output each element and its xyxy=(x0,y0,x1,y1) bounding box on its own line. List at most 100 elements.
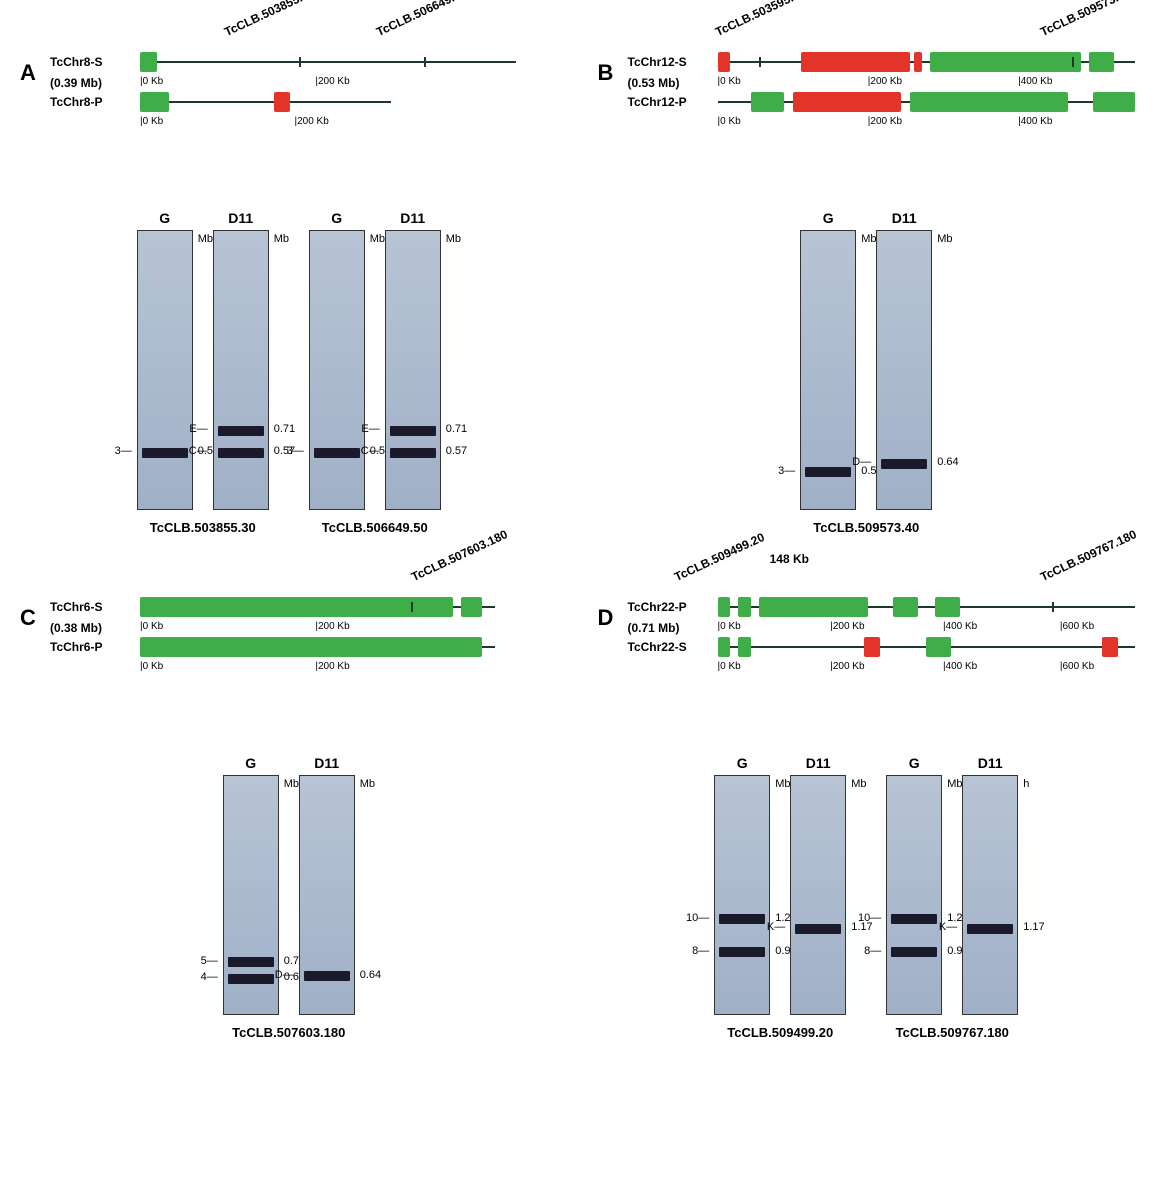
kb-label: |400 Kb xyxy=(943,661,977,672)
blot-pair: G Mb 3— 0.59 D11 Mb xyxy=(309,210,441,510)
kb-label: |0 Kb xyxy=(140,661,163,672)
chr-segment xyxy=(893,597,918,617)
panel-letter: D xyxy=(598,605,614,631)
blot-column: G Mb 10— 1.29 8— 0.96 xyxy=(714,755,770,1015)
band-label: K— xyxy=(939,921,957,933)
tick-mark xyxy=(299,57,301,67)
probe-label: TcCLB.507603.180 xyxy=(409,527,510,584)
band-label: 3— xyxy=(778,465,795,477)
blot-strip: Mb K— 1.17 xyxy=(790,775,846,1015)
blot-pair: G Mb 3— 0.59 D11 Mb D— xyxy=(800,210,932,510)
blot-strip: Mb D— 0.64 xyxy=(876,230,932,510)
band-label: 3— xyxy=(287,445,304,457)
band-label: C— xyxy=(189,445,208,457)
chromosome-section-d: TcCLB.509499.20 TcCLB.509767.180 148 Kb … xyxy=(628,595,1136,725)
blot-header: G xyxy=(714,755,770,771)
band-label: D— xyxy=(852,456,871,468)
chr-segment xyxy=(140,92,169,112)
band-label: E— xyxy=(361,423,379,435)
band-label: 8— xyxy=(692,945,709,957)
tick-mark xyxy=(1052,602,1054,612)
kb-label: |0 Kb xyxy=(140,621,163,632)
chr-segment xyxy=(1093,92,1135,112)
blot-band xyxy=(304,971,350,981)
blot-group: G Mb 3— 0.59 D11 Mb xyxy=(309,210,441,535)
blot-strip: Mb 3— 0.59 xyxy=(309,230,365,510)
kb-label: |200 Kb xyxy=(830,661,864,672)
kb-label: |200 Kb xyxy=(294,116,328,127)
band-label: 0.71 xyxy=(274,423,295,435)
chr-segment xyxy=(140,597,453,617)
blot-caption: TcCLB.507603.180 xyxy=(223,1025,355,1040)
kb-label: |200 Kb xyxy=(868,116,902,127)
band-label: 0.64 xyxy=(937,456,958,468)
band-label: 10— xyxy=(686,912,709,924)
band-label: 8— xyxy=(864,945,881,957)
blot-column: G Mb 3— 0.59 xyxy=(800,210,856,510)
chr-segment xyxy=(718,597,731,617)
blot-strip: Mb 5— 0.73 4— 0.68 xyxy=(223,775,279,1015)
blot-group: G Mb 10— 1.29 8— 0.96 D11 xyxy=(714,755,846,1040)
chr-segment xyxy=(914,52,922,72)
chr-baseline xyxy=(140,101,391,103)
blot-strip: Mb 10— 1.29 8— 0.96 xyxy=(886,775,942,1015)
kb-label: |200 Kb xyxy=(315,76,349,87)
blot-band xyxy=(891,914,937,924)
kb-label: |0 Kb xyxy=(718,661,741,672)
blot-band xyxy=(719,914,765,924)
band-label: 0.64 xyxy=(360,969,381,981)
kb-label: |600 Kb xyxy=(1060,621,1094,632)
panel-letter: C xyxy=(20,605,36,631)
chr-track: |0 Kb |200 Kb xyxy=(140,597,558,617)
kb-label: |0 Kb xyxy=(140,116,163,127)
kb-label: |400 Kb xyxy=(943,621,977,632)
chr-segment xyxy=(140,52,157,72)
panel-b: B TcCLB.503595.10 TcCLB.509573.40 TcChr1… xyxy=(598,20,1136,535)
mb-label: Mb xyxy=(198,233,213,245)
blot-strip: h K— 1.17 xyxy=(962,775,1018,1015)
mb-label: Mb xyxy=(937,233,952,245)
blot-column: G Mb 3— 0.59 xyxy=(309,210,365,510)
blot-pair: G Mb 3— 0.59 D11 Mb xyxy=(137,210,269,510)
band-label: 10— xyxy=(858,912,881,924)
chr-track: |0 Kb |200 Kb |400 Kb |600 Kb xyxy=(718,637,1136,657)
tick-mark xyxy=(1072,57,1074,67)
probe-label: TcCLB.506649.50 xyxy=(374,0,469,39)
blot-pair: G Mb 10— 1.29 8— 0.96 D11 xyxy=(714,755,846,1015)
blot-band xyxy=(795,924,841,934)
blot-column: G Mb 5— 0.73 4— 0.68 xyxy=(223,755,279,1015)
chr-segment xyxy=(718,52,731,72)
blot-strip: Mb 3— 0.59 xyxy=(800,230,856,510)
blot-band xyxy=(891,947,937,957)
kb-label: |600 Kb xyxy=(1060,661,1094,672)
chr-segment xyxy=(751,92,784,112)
blot-band xyxy=(390,426,436,436)
blot-band xyxy=(719,947,765,957)
kb-label: |200 Kb xyxy=(315,621,349,632)
chr-size: (0.53 Mb) xyxy=(628,76,718,90)
kb-range-label: 148 Kb xyxy=(770,552,809,566)
blot-strip: Mb 10— 1.29 8— 0.96 xyxy=(714,775,770,1015)
chr-track: |0 Kb |200 Kb |400 Kb xyxy=(718,92,1136,112)
kb-label: |400 Kb xyxy=(1018,116,1052,127)
chr-segment xyxy=(930,52,1080,72)
mb-label: h xyxy=(1023,778,1029,790)
blot-strip: Mb E— 0.71 C— 0.57 xyxy=(213,230,269,510)
blot-band xyxy=(967,924,1013,934)
chr-size: (0.71 Mb) xyxy=(628,621,718,635)
chr-segment xyxy=(140,637,482,657)
blot-band xyxy=(228,957,274,967)
chr-label: TcChr8-P xyxy=(50,95,140,109)
band-label: 5— xyxy=(201,955,218,967)
chr-row: TcChr12-P |0 Kb |200 Kb |400 Kb xyxy=(628,90,1136,114)
chr-row: TcChr22-S |0 Kb |200 Kb |400 Kb |600 Kb xyxy=(628,635,1136,659)
panel-d: D TcCLB.509499.20 TcCLB.509767.180 148 K… xyxy=(598,565,1136,1040)
chr-segment xyxy=(935,597,960,617)
chr-segment xyxy=(910,92,1069,112)
blot-caption: TcCLB.509573.40 xyxy=(800,520,932,535)
mb-label: Mb xyxy=(775,778,790,790)
blot-header: D11 xyxy=(790,755,846,771)
chr-label: TcChr12-P xyxy=(628,95,718,109)
blot-column: D11 Mb D— 0.64 xyxy=(876,210,932,510)
blot-header: G xyxy=(800,210,856,226)
